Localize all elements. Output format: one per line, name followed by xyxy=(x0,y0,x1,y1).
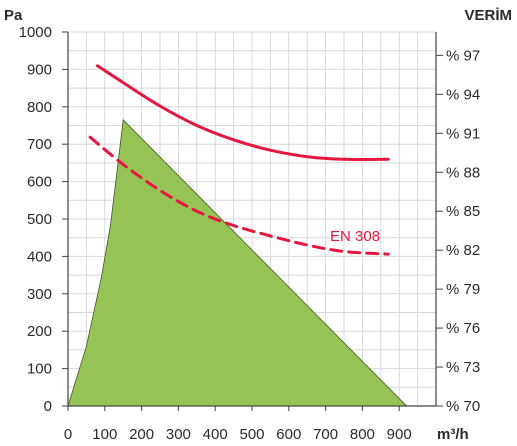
right-tick-label: % 82 xyxy=(446,242,480,259)
right-tick-label: % 70 xyxy=(446,398,480,415)
axes xyxy=(62,31,443,411)
efficiency-curve xyxy=(95,64,390,161)
x-tick-label: 700 xyxy=(313,426,338,443)
left-axis-label: Pa xyxy=(4,7,23,24)
en308-efficiency-curve xyxy=(88,135,390,256)
operating-area xyxy=(67,119,408,407)
x-tick-label: 600 xyxy=(276,426,301,443)
left-tick-label: 0 xyxy=(44,398,52,415)
left-tick-label: 1000 xyxy=(19,24,52,41)
left-tick-label: 600 xyxy=(27,174,52,191)
left-tick-label: 300 xyxy=(27,286,52,303)
x-tick-label: 0 xyxy=(64,426,72,443)
right-axis-label: VERİM xyxy=(464,7,512,24)
left-tick-label: 100 xyxy=(27,361,52,378)
x-tick-label: 400 xyxy=(203,426,228,443)
x-tick-label: 800 xyxy=(350,426,375,443)
left-tick-label: 200 xyxy=(27,323,52,340)
right-tick-label: % 73 xyxy=(446,359,480,376)
x-tick-label: 500 xyxy=(239,426,264,443)
right-tick-label: % 97 xyxy=(446,47,480,64)
left-tick-label: 700 xyxy=(27,136,52,153)
en308-label: EN 308 xyxy=(330,228,380,245)
x-axis-label: m³/h xyxy=(437,426,469,443)
right-tick-label: % 91 xyxy=(446,125,480,142)
left-tick-label: 400 xyxy=(27,248,52,265)
left-tick-label: 500 xyxy=(27,211,52,228)
right-tick-label: % 88 xyxy=(446,164,480,181)
right-tick-label: % 85 xyxy=(446,203,480,220)
x-tick-label: 200 xyxy=(129,426,154,443)
right-tick-label: % 76 xyxy=(446,320,480,337)
right-tick-label: % 79 xyxy=(446,281,480,298)
right-tick-label: % 94 xyxy=(446,86,480,103)
x-tick-label: 100 xyxy=(92,426,117,443)
x-tick-label: 300 xyxy=(166,426,191,443)
left-tick-label: 800 xyxy=(27,99,52,116)
x-tick-label: 900 xyxy=(387,426,412,443)
left-tick-label: 900 xyxy=(27,61,52,78)
